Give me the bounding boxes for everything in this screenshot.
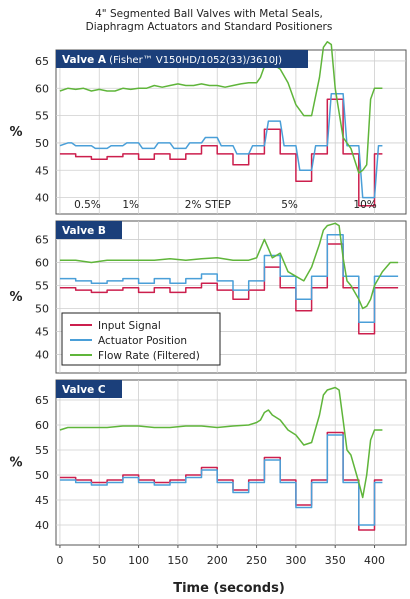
- x-tick-label: 400: [364, 554, 385, 567]
- panel-title-name: Valve C: [62, 384, 106, 396]
- y-tick-label: 40: [35, 519, 49, 532]
- legend-label-flow-rate: Flow Rate (Filtered): [98, 350, 200, 362]
- y-tick-label: 65: [35, 233, 49, 246]
- y-axis-label: %: [9, 456, 22, 471]
- y-tick-label: 60: [35, 82, 49, 95]
- step-annotation: 0.5%: [74, 199, 101, 211]
- y-tick-label: 55: [35, 279, 49, 292]
- y-tick-label: 40: [35, 349, 49, 362]
- series-line-actuator-position: [59, 234, 399, 324]
- series-line-actuator-position: [59, 92, 383, 199]
- series-line-actuator-position: [59, 434, 383, 526]
- panel-header: [56, 380, 122, 398]
- panel-header: [56, 221, 122, 239]
- panel-valve-a: 40 45 50 55 60 65% Valve A (Fisher™ V150HD/105…: [9, 41, 407, 215]
- step-annotation: 1%: [122, 199, 139, 211]
- y-tick-label: 50: [35, 137, 49, 150]
- panel-header: [56, 50, 308, 68]
- legend-box: [61, 312, 221, 366]
- x-tick-label: 150: [167, 554, 188, 567]
- x-axis-label: Time (seconds): [173, 581, 285, 596]
- panel-title-name: Valve B: [62, 225, 106, 237]
- x-tick-label: 50: [92, 554, 106, 567]
- legend-label-actuator-position: Actuator Position: [98, 335, 187, 347]
- x-tick-label: 350: [325, 554, 346, 567]
- y-tick-label: 60: [35, 419, 49, 432]
- series-line-input-signal: [59, 98, 383, 207]
- x-axis: 0 50 100 150 200 250 300 350 400: [56, 545, 385, 567]
- plot-frame: [55, 379, 407, 546]
- panel-title-name: Valve A: [62, 54, 107, 66]
- series-line-input-signal: [59, 243, 399, 335]
- y-tick-label: 45: [35, 164, 49, 177]
- step-annotation: 5%: [281, 199, 298, 211]
- y-tick-label: 55: [35, 444, 49, 457]
- step-annotation: 10%: [353, 199, 376, 211]
- panel-subtitle: (Fisher™ V150HD/1052(33)/3610J): [106, 55, 282, 66]
- legend: Input Signal Actuator Position Flow Rate (…: [61, 312, 221, 366]
- figure-title-line2: Diaphragm Actuators and Standard Positio…: [86, 21, 333, 33]
- panel-valve-c: 40 45 50 55 60 65% Valve C: [9, 379, 407, 546]
- plot-frame: [55, 49, 407, 215]
- y-tick-label: 65: [35, 55, 49, 68]
- y-axis-label: %: [9, 290, 22, 305]
- series-line-flow-rate: [59, 222, 399, 310]
- y-tick-label: 55: [35, 110, 49, 123]
- y-tick-label: 50: [35, 469, 49, 482]
- panel-title: Valve A (Fisher™ V150HD/1052(33)/3610J): [62, 54, 282, 66]
- panel-title: Valve B: [62, 225, 106, 237]
- x-tick-label: 100: [128, 554, 149, 567]
- y-tick-label: 45: [35, 494, 49, 507]
- y-tick-label: 60: [35, 256, 49, 269]
- x-tick-label: 300: [285, 554, 306, 567]
- x-tick-label: 200: [207, 554, 228, 567]
- y-axis-label: %: [9, 125, 22, 140]
- x-tick-label: 250: [246, 554, 267, 567]
- legend-label-input-signal: Input Signal: [98, 320, 161, 332]
- y-tick-label: 45: [35, 326, 49, 339]
- y-tick-label: 65: [35, 394, 49, 407]
- step-annotation: 2% STEP: [185, 199, 231, 211]
- x-tick-label: 0: [56, 554, 63, 567]
- series-line-input-signal: [59, 431, 383, 531]
- y-tick-label: 40: [35, 192, 49, 205]
- panel-title: Valve C: [62, 384, 106, 396]
- y-tick-label: 50: [35, 303, 49, 316]
- series-line-flow-rate: [59, 386, 383, 499]
- figure-title-line1: 4" Segmented Ball Valves with Metal Seal…: [95, 8, 323, 20]
- series-line-flow-rate: [59, 41, 383, 174]
